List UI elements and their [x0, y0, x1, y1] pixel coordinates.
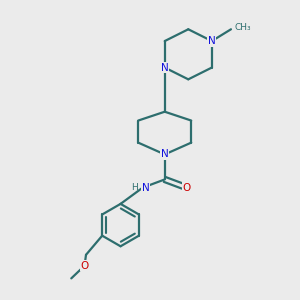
Text: H: H — [131, 183, 138, 192]
Text: O: O — [183, 183, 191, 193]
Text: N: N — [142, 183, 149, 193]
Text: N: N — [208, 36, 216, 46]
Text: N: N — [161, 149, 169, 159]
Text: O: O — [80, 261, 89, 271]
Text: CH₃: CH₃ — [234, 23, 251, 32]
Text: N: N — [161, 63, 169, 73]
